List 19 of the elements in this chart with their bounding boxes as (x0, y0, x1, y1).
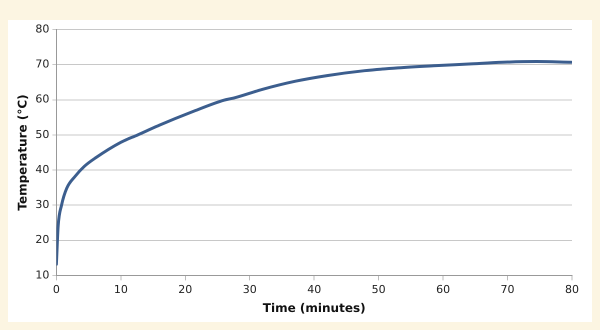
y-tick-label: 60 (35, 92, 50, 106)
y-tick-label: 70 (35, 58, 50, 71)
y-tick-label: 80 (35, 22, 50, 36)
x-tick-label: 80 (565, 282, 579, 296)
x-tick-label: 0 (52, 282, 60, 296)
x-tick-label: 30 (242, 282, 257, 296)
y-tick-label: 10 (35, 268, 50, 282)
x-tick-label: 20 (178, 282, 192, 296)
y-tick-label: 20 (35, 233, 50, 246)
x-tick-label: 70 (500, 282, 515, 296)
y-tick-label: 40 (35, 162, 50, 176)
x-tick-label: 60 (436, 282, 450, 296)
y-tick-label: 30 (35, 198, 50, 212)
x-tick-label: 40 (307, 282, 322, 296)
y-axis-title: Temperature (°C) (15, 94, 30, 211)
y-tick-label: 50 (35, 128, 50, 141)
x-tick-label: 50 (372, 282, 386, 296)
x-axis-title: Time (minutes) (262, 300, 366, 315)
x-tick-label: 10 (114, 282, 128, 296)
